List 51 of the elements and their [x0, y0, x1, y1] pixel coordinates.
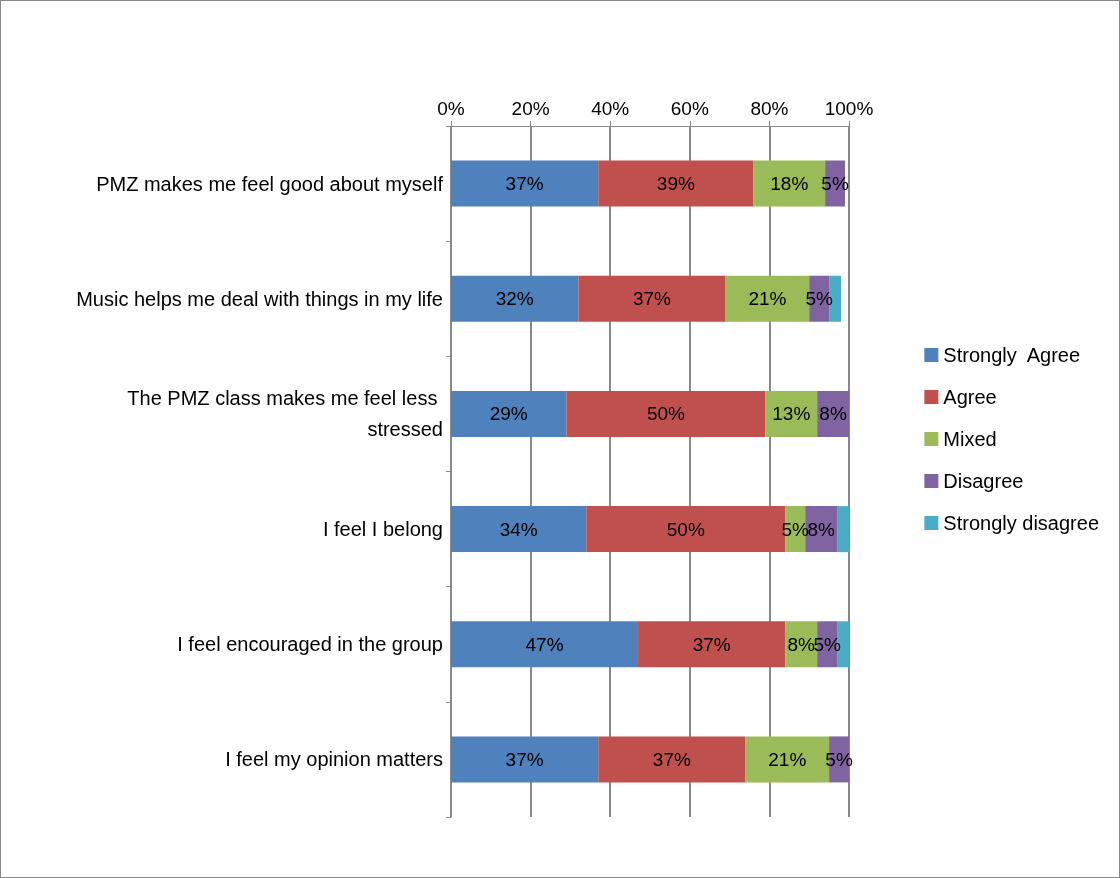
- data-label: 8%: [787, 633, 816, 655]
- data-label: 37%: [632, 288, 672, 310]
- data-label: 18%: [770, 173, 809, 195]
- data-label: 8%: [807, 518, 835, 540]
- legend-label: Strongly disagree: [943, 512, 1100, 534]
- bar: [451, 390, 567, 437]
- data-label: 50%: [666, 518, 705, 540]
- y-tick-label: I feel I belong: [322, 518, 443, 541]
- data-label: 5%: [805, 288, 833, 310]
- data-label: 13%: [772, 403, 811, 425]
- data-label: 39%: [656, 173, 695, 195]
- legend-label: Disagree: [943, 470, 1024, 492]
- bar: [765, 390, 818, 437]
- data-label: 47%: [525, 633, 564, 655]
- data-label: 21%: [748, 288, 787, 310]
- x-tick-label: 80%: [750, 98, 789, 119]
- bar: [638, 621, 786, 668]
- x-tick-label: 40%: [591, 98, 630, 119]
- data-label: 8%: [819, 403, 847, 425]
- bar: [451, 275, 579, 322]
- bar: [451, 621, 639, 668]
- legend-label: Strongly Agree: [943, 344, 1081, 366]
- data-label: 37%: [652, 748, 692, 770]
- data-label: 37%: [505, 173, 544, 195]
- bar: [578, 275, 726, 322]
- legend-label: Mixed: [943, 428, 997, 450]
- bar: [451, 736, 599, 783]
- bar: [451, 160, 599, 207]
- data-label: 37%: [505, 748, 544, 770]
- data-label: 29%: [489, 403, 528, 425]
- y-tick-label: I feel encouraged in the group: [177, 633, 443, 656]
- y-tick-label: The PMZ class makes me feel less stressed: [127, 387, 443, 441]
- x-tick-label: 0%: [437, 98, 465, 119]
- y-tick-label: I feel my opinion matters: [225, 748, 443, 771]
- y-tick-label: Music helps me deal with things in my life: [76, 287, 443, 310]
- bar: [598, 160, 754, 207]
- x-tick-label: 20%: [511, 98, 550, 119]
- data-label: 37%: [692, 633, 731, 655]
- data-label: 50%: [646, 403, 686, 425]
- bar: [451, 506, 587, 553]
- data-label: 21%: [768, 748, 807, 770]
- data-label: 32%: [495, 288, 534, 310]
- legend-label: Agree: [943, 386, 997, 408]
- x-tick-label: 100%: [824, 98, 874, 119]
- bar: [566, 390, 766, 437]
- data-label: 5%: [813, 633, 841, 655]
- bar: [598, 736, 746, 783]
- data-label: 34%: [499, 518, 538, 540]
- y-tick-label: PMZ makes me feel good about myself: [96, 172, 444, 195]
- bar: [837, 506, 849, 553]
- x-tick-label: 60%: [670, 98, 709, 119]
